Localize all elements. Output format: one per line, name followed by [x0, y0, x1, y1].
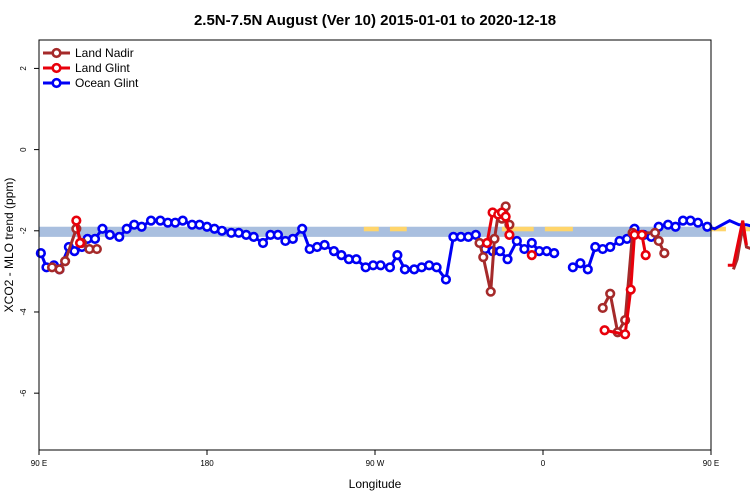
- data-point: [597, 302, 608, 314]
- data-point: [272, 229, 284, 240]
- x-tick-label: 0: [541, 459, 546, 468]
- data-point: [481, 237, 493, 249]
- data-point: [351, 254, 362, 265]
- data-point: [384, 262, 396, 273]
- land-patch: [363, 226, 379, 232]
- data-point: [504, 229, 515, 240]
- legend-label: Ocean Glint: [75, 76, 139, 90]
- data-point: [470, 229, 481, 240]
- data-point: [431, 262, 442, 273]
- data-point: [216, 225, 228, 236]
- data-point: [319, 239, 330, 251]
- axes: 90 E 180 90 W 0 90 E 2 0 -2 -4 -6: [19, 66, 719, 468]
- legend-marker: [51, 62, 62, 74]
- data-point: [114, 231, 125, 242]
- legend-label: Land Glint: [75, 61, 130, 75]
- series-layer: [35, 201, 750, 340]
- data-point: [54, 264, 65, 275]
- legend-marker: [51, 47, 62, 59]
- data-point: [519, 243, 530, 255]
- data-point: [336, 250, 347, 261]
- data-point: [500, 211, 511, 222]
- data-point: [526, 250, 537, 261]
- data-point: [605, 241, 616, 253]
- data-point: [659, 248, 670, 259]
- data-point: [69, 245, 80, 257]
- data-point: [89, 233, 101, 245]
- legend-label: Land Nadir: [75, 46, 134, 60]
- data-point: [91, 243, 102, 255]
- x-tick-label: 90 E: [31, 459, 47, 468]
- series-line: [727, 220, 748, 267]
- data-point: [620, 329, 631, 340]
- data-point: [97, 223, 108, 234]
- data-point: [702, 221, 713, 232]
- x-tick-label: 180: [200, 459, 214, 468]
- x-tick-label: 90 W: [366, 459, 385, 468]
- y-axis-label: XCO2 - MLO trend (ppm): [2, 178, 16, 313]
- data-point: [440, 274, 452, 285]
- data-point: [485, 286, 496, 297]
- data-point: [328, 245, 340, 257]
- data-point: [104, 229, 116, 240]
- data-point: [392, 250, 403, 261]
- land-patch: [389, 226, 407, 232]
- y-tick-label: -4: [19, 308, 28, 316]
- data-point: [502, 254, 513, 265]
- data-point: [375, 260, 386, 271]
- y-tick-label: -6: [19, 389, 28, 397]
- legend-marker: [51, 77, 62, 89]
- data-point: [575, 258, 586, 269]
- y-tick-label: 2: [19, 66, 28, 71]
- data-point: [567, 262, 578, 273]
- data-point: [649, 227, 661, 238]
- y-tick-label: 0: [19, 147, 28, 152]
- y-tick-label: -2: [19, 227, 28, 235]
- data-point: [145, 215, 157, 226]
- data-point: [248, 231, 259, 242]
- data-point: [526, 237, 537, 249]
- data-point: [599, 325, 610, 336]
- data-point: [653, 235, 664, 247]
- data-point: [121, 223, 132, 234]
- data-point: [74, 237, 86, 249]
- data-point: [511, 235, 522, 247]
- data-point: [35, 248, 46, 259]
- data-point: [489, 233, 500, 245]
- data-point: [60, 256, 71, 267]
- data-point: [478, 252, 489, 263]
- data-point: [71, 215, 82, 226]
- land-patch: [544, 226, 573, 232]
- series-land-glint: [71, 207, 748, 340]
- chart-title: 2.5N-7.5N August (Ver 10) 2015-01-01 to …: [194, 12, 556, 29]
- data-point: [582, 264, 593, 275]
- data-point: [399, 264, 410, 275]
- data-point: [549, 248, 560, 259]
- data-point: [136, 221, 147, 232]
- data-point: [605, 288, 616, 299]
- x-axis-label: Longitude: [349, 477, 402, 491]
- data-point: [297, 223, 308, 234]
- ocean-band: [39, 226, 711, 237]
- data-point: [692, 217, 704, 228]
- land-patch: [501, 226, 534, 232]
- x-tick-label: 90 E: [703, 459, 719, 468]
- data-point: [625, 284, 636, 295]
- data-point: [257, 237, 269, 249]
- data-point: [640, 250, 651, 261]
- data-point: [177, 215, 188, 226]
- data-point: [287, 233, 298, 245]
- data-point: [494, 245, 506, 257]
- series-ocean-glint: [35, 215, 750, 285]
- data-point: [636, 229, 648, 240]
- data-point: [670, 221, 681, 232]
